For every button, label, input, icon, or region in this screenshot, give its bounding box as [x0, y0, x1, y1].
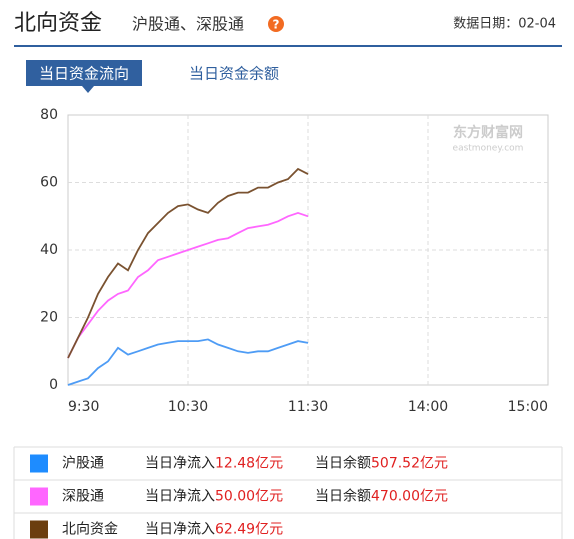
balance-label: 当日余额	[315, 455, 371, 472]
x-tick-label: 10:30	[168, 399, 208, 415]
watermark-sub: eastmoney.com	[453, 144, 524, 154]
help-icon[interactable]: ?	[273, 18, 280, 32]
header-rule	[14, 45, 562, 47]
inflow: 当日净流入12.48亿元	[145, 456, 283, 472]
legend-name: 深股通	[62, 489, 104, 505]
date-label: 数据日期：02-04	[453, 17, 556, 32]
tab-active-bg[interactable]	[26, 60, 142, 86]
tab-pointer	[82, 86, 94, 93]
y-tick-label: 40	[40, 242, 58, 258]
y-tick-label: 80	[40, 107, 58, 123]
x-tick-label: 11:30	[288, 399, 328, 415]
inflow: 当日净流入62.49亿元	[145, 522, 283, 538]
balance: 当日余额507.52亿元	[315, 455, 448, 472]
legend-swatch	[30, 520, 48, 539]
title: 北向资金	[14, 11, 102, 36]
x-tick-label: 15:00	[508, 399, 548, 415]
y-tick-label: 60	[40, 175, 58, 191]
inflow-label: 当日净流入	[145, 489, 215, 505]
inflow-label: 当日净流入	[145, 522, 215, 538]
x-tick-label: 14:00	[408, 399, 448, 415]
balance-value: 470.00亿元	[371, 489, 448, 505]
inflow-label: 当日净流入	[145, 456, 215, 472]
tab[interactable]: 当日资金余额	[189, 65, 279, 83]
inflow-value: 62.49亿元	[215, 522, 283, 538]
series-line	[67, 211, 309, 359]
balance-value: 507.52亿元	[371, 456, 448, 472]
y-tick-label: 0	[49, 377, 58, 393]
legend-name: 北向资金	[62, 522, 118, 538]
balance-label: 当日余额	[315, 488, 371, 505]
balance: 当日余额470.00亿元	[315, 488, 448, 505]
legend-name: 沪股通	[62, 456, 104, 472]
inflow-value: 12.48亿元	[215, 456, 283, 472]
tab[interactable]: 当日资金流向	[39, 65, 129, 83]
watermark: 东方财富网	[453, 124, 523, 141]
inflow-value: 50.00亿元	[215, 489, 283, 505]
legend-swatch	[30, 454, 48, 473]
y-tick-label: 20	[40, 310, 58, 326]
help-icon-bg[interactable]	[268, 16, 284, 32]
series-line	[67, 167, 309, 359]
x-tick-label: 9:30	[68, 399, 99, 415]
series-line	[67, 338, 309, 386]
legend-swatch	[30, 487, 48, 506]
inflow: 当日净流入50.00亿元	[145, 489, 283, 505]
subtitle: 沪股通、深股通	[132, 15, 244, 34]
